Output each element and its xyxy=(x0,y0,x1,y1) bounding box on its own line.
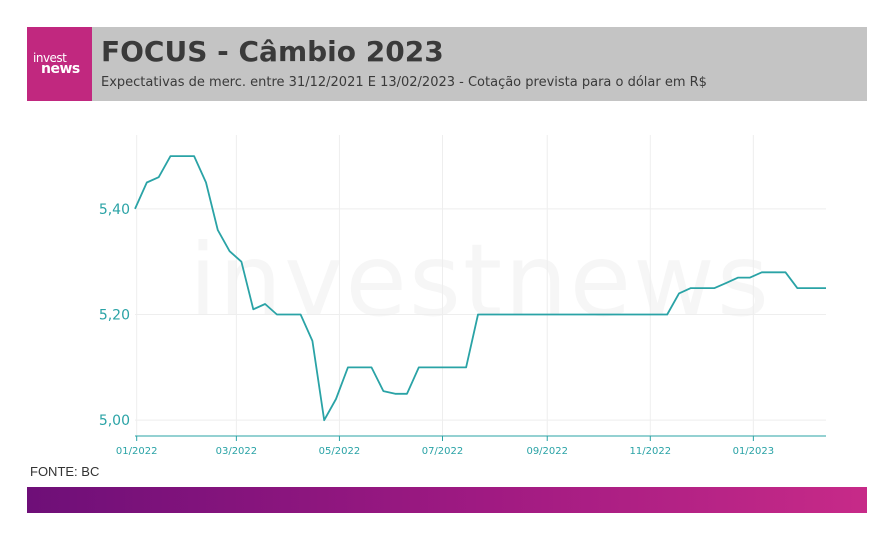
y-tick-label: 5,00 xyxy=(99,413,130,429)
y-tick-label: 5,40 xyxy=(99,202,130,218)
source-label: FONTE: BC xyxy=(30,464,100,479)
header: invest news FOCUS - Câmbio 2023 Expectat… xyxy=(27,27,867,101)
x-tick-label: 01/2022 xyxy=(116,446,158,457)
x-tick-label: 09/2022 xyxy=(526,446,568,457)
x-tick-label: 03/2022 xyxy=(216,446,258,457)
x-tick-label: 11/2022 xyxy=(630,446,672,457)
series-layer xyxy=(134,155,826,422)
investnews-logo: invest news xyxy=(27,27,92,101)
x-tick-label: 07/2022 xyxy=(422,446,464,457)
watermark: investnews xyxy=(189,222,771,339)
x-tick-label: 05/2022 xyxy=(319,446,361,457)
series-line xyxy=(134,155,826,422)
y-tick-label: 5,20 xyxy=(99,308,130,324)
x-tick-label: 01/2023 xyxy=(733,446,775,457)
y-axis: 5,00 5,20 5,40 xyxy=(99,202,130,429)
bottom-gradient-bar xyxy=(27,487,867,513)
logo-text-top: invest xyxy=(33,51,67,65)
page-subtitle: Expectativas de merc. entre 31/12/2021 E… xyxy=(101,75,707,90)
logo-text-bottom: news xyxy=(41,61,80,77)
page-title: FOCUS - Câmbio 2023 xyxy=(101,35,444,68)
grid-lines xyxy=(135,135,826,436)
x-axis: 01/2022 03/2022 05/2022 07/2022 09/2022 11/20… xyxy=(116,435,826,457)
